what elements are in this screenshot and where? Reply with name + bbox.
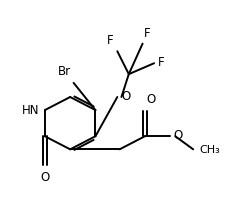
Text: O: O <box>173 129 182 142</box>
Text: O: O <box>40 171 49 184</box>
Text: F: F <box>143 27 150 40</box>
Text: CH₃: CH₃ <box>198 145 219 155</box>
Text: O: O <box>121 90 130 103</box>
Text: O: O <box>145 93 155 106</box>
Text: HN: HN <box>22 104 39 117</box>
Text: Br: Br <box>58 65 71 78</box>
Text: F: F <box>158 56 164 69</box>
Text: F: F <box>107 34 113 47</box>
